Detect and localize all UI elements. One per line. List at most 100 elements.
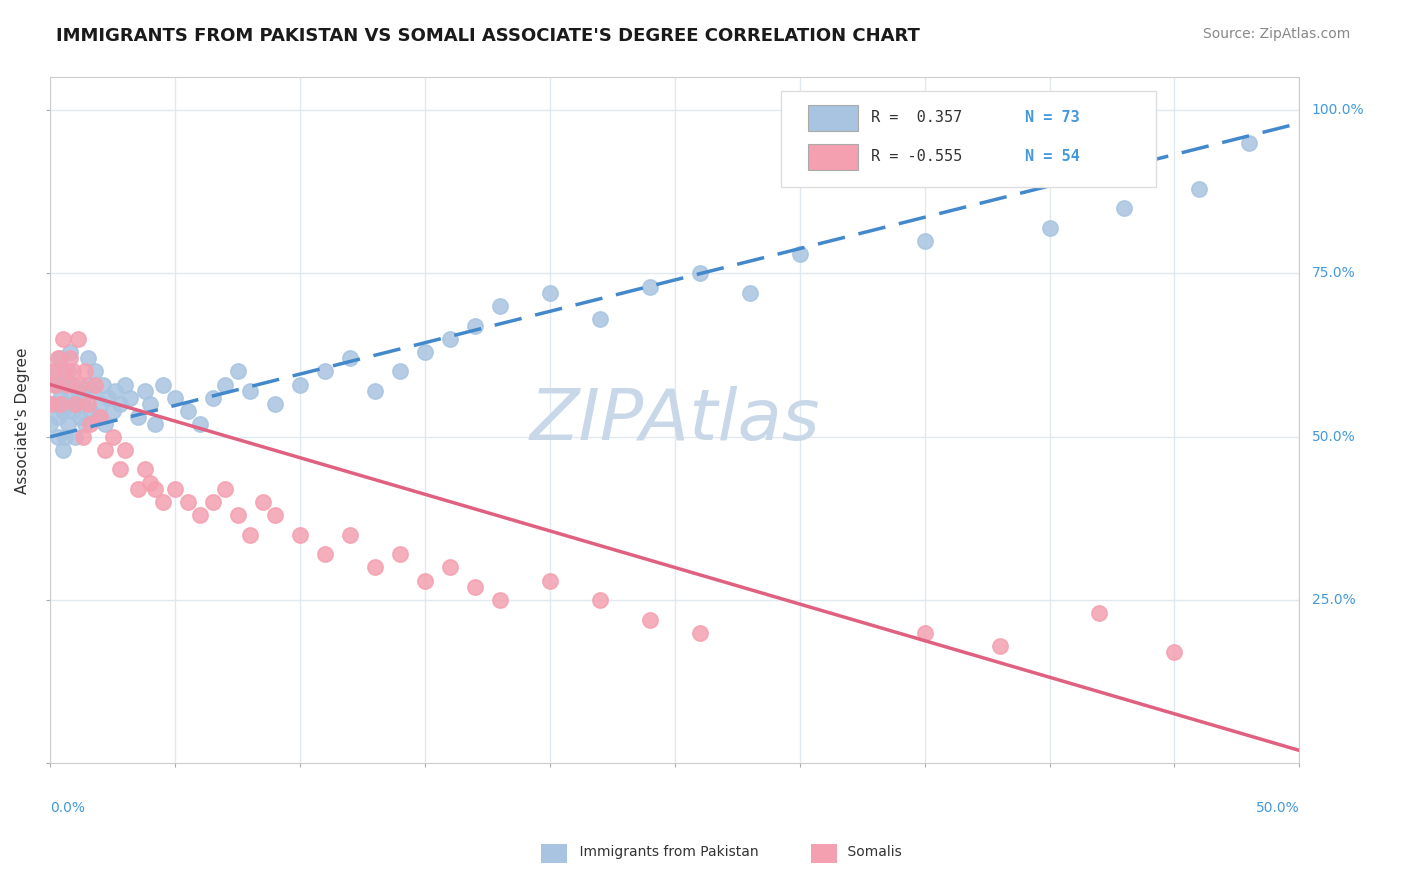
Point xyxy=(252,495,274,509)
Point xyxy=(143,482,166,496)
Point xyxy=(59,391,82,405)
Point xyxy=(114,442,136,457)
Point xyxy=(52,332,75,346)
Point xyxy=(63,397,86,411)
Point xyxy=(41,397,63,411)
Point xyxy=(66,332,89,346)
Text: 100.0%: 100.0% xyxy=(1312,103,1364,117)
Point xyxy=(59,344,82,359)
Point xyxy=(538,574,561,588)
Point xyxy=(239,528,262,542)
Point xyxy=(94,442,117,457)
Point xyxy=(62,403,84,417)
Text: 75.0%: 75.0% xyxy=(1312,267,1355,280)
Text: IMMIGRANTS FROM PAKISTAN VS SOMALI ASSOCIATE'S DEGREE CORRELATION CHART: IMMIGRANTS FROM PAKISTAN VS SOMALI ASSOC… xyxy=(56,27,920,45)
Point xyxy=(52,442,75,457)
Point xyxy=(52,377,75,392)
Text: Somalis: Somalis xyxy=(830,846,901,859)
Point xyxy=(239,384,262,398)
Point xyxy=(638,613,661,627)
Point xyxy=(143,417,166,431)
Point xyxy=(589,593,612,607)
Point xyxy=(201,495,224,509)
Point xyxy=(127,482,149,496)
Point xyxy=(69,377,91,392)
Point xyxy=(165,482,187,496)
Point xyxy=(439,332,461,346)
Point xyxy=(413,344,436,359)
Text: Immigrants from Pakistan: Immigrants from Pakistan xyxy=(562,846,759,859)
Text: N = 54: N = 54 xyxy=(1025,149,1080,164)
Point xyxy=(288,528,311,542)
Point xyxy=(53,397,76,411)
Point xyxy=(44,377,66,392)
Point xyxy=(226,508,249,523)
Text: ZIPAtlas: ZIPAtlas xyxy=(530,386,820,455)
Point xyxy=(46,430,69,444)
Point xyxy=(689,625,711,640)
Point xyxy=(1239,136,1261,150)
Point xyxy=(75,364,97,378)
Point xyxy=(339,528,361,542)
Point xyxy=(134,384,156,398)
Point xyxy=(364,560,387,574)
Point xyxy=(75,417,97,431)
Point xyxy=(62,364,84,378)
Point xyxy=(86,410,108,425)
Point xyxy=(56,364,79,378)
Point xyxy=(139,397,162,411)
Point xyxy=(388,548,411,562)
Point xyxy=(914,625,936,640)
Point xyxy=(101,403,124,417)
Point xyxy=(89,397,111,411)
Point xyxy=(94,417,117,431)
Point xyxy=(288,377,311,392)
FancyBboxPatch shape xyxy=(780,91,1156,187)
Point xyxy=(114,377,136,392)
Text: N = 73: N = 73 xyxy=(1025,110,1080,125)
Point xyxy=(44,377,66,392)
Point xyxy=(914,234,936,248)
FancyBboxPatch shape xyxy=(808,144,859,170)
Point xyxy=(53,430,76,444)
Point xyxy=(84,364,107,378)
Point xyxy=(589,312,612,326)
Point xyxy=(76,377,98,392)
Point xyxy=(97,391,120,405)
Point xyxy=(79,403,101,417)
Point xyxy=(52,403,75,417)
Point xyxy=(79,417,101,431)
Point xyxy=(1114,201,1136,215)
Point xyxy=(152,377,174,392)
Point xyxy=(84,377,107,392)
Point xyxy=(264,397,287,411)
Point xyxy=(1088,606,1111,620)
Point xyxy=(339,351,361,366)
Point xyxy=(72,391,94,405)
Y-axis label: Associate's Degree: Associate's Degree xyxy=(15,347,30,493)
Point xyxy=(1038,220,1060,235)
Point xyxy=(72,430,94,444)
Text: Source: ZipAtlas.com: Source: ZipAtlas.com xyxy=(1202,27,1350,41)
Point xyxy=(108,397,131,411)
Point xyxy=(139,475,162,490)
Point xyxy=(66,384,89,398)
Point xyxy=(489,593,512,607)
Point xyxy=(91,377,114,392)
Point xyxy=(789,247,811,261)
Text: R = -0.555: R = -0.555 xyxy=(870,149,962,164)
Point xyxy=(59,351,82,366)
Point xyxy=(988,639,1011,653)
Point xyxy=(388,364,411,378)
Point xyxy=(214,377,236,392)
Point xyxy=(46,410,69,425)
Point xyxy=(101,430,124,444)
Point xyxy=(82,384,104,398)
Point xyxy=(120,391,142,405)
Point xyxy=(464,318,486,333)
Point xyxy=(439,560,461,574)
Point xyxy=(134,462,156,476)
Point xyxy=(76,397,98,411)
Point xyxy=(214,482,236,496)
Point xyxy=(41,364,63,378)
